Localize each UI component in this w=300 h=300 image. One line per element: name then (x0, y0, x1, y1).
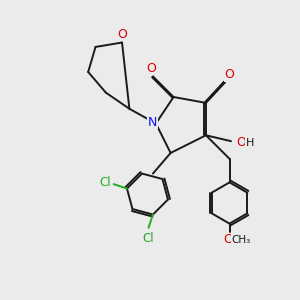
Text: O: O (118, 28, 128, 41)
Text: Cl: Cl (143, 232, 154, 244)
Text: N: N (148, 116, 157, 128)
Text: O: O (236, 136, 246, 149)
Text: O: O (146, 61, 156, 75)
Text: Cl: Cl (99, 176, 111, 189)
Text: O: O (223, 233, 233, 246)
Text: O: O (225, 68, 234, 81)
Text: H: H (246, 138, 254, 148)
Text: CH₃: CH₃ (231, 235, 250, 245)
